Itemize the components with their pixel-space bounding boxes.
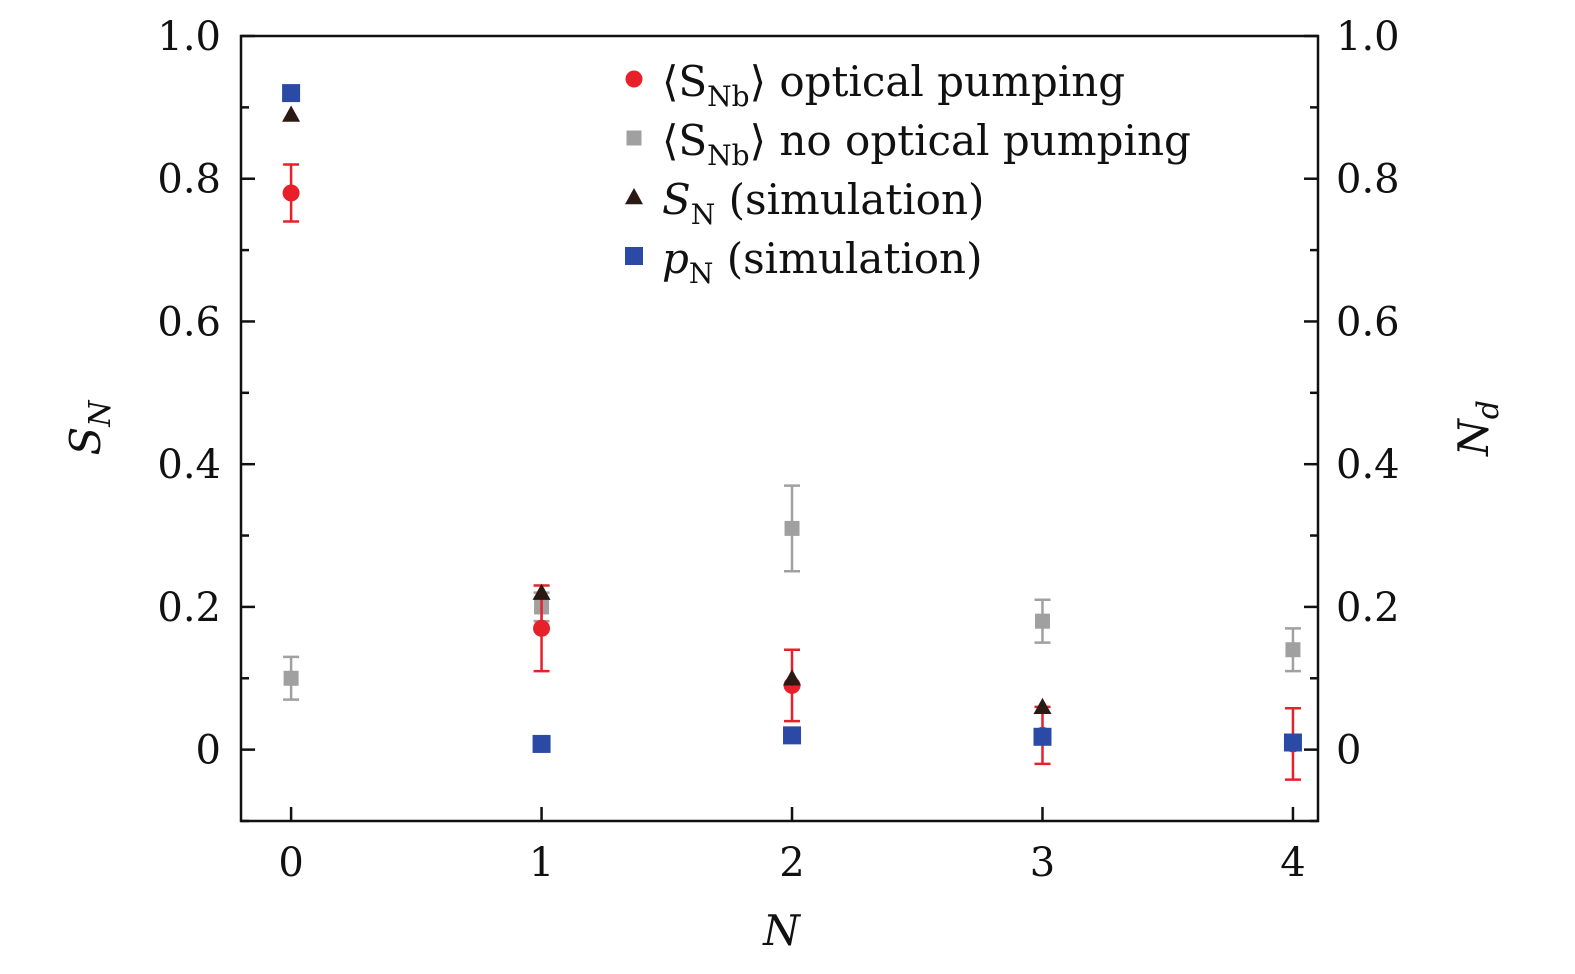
data-point <box>785 521 800 536</box>
legend: ⟨SNb⟩ optical pumping⟨SNb⟩ no optical pu… <box>625 57 1191 290</box>
legend-label: ⟨SNb⟩ optical pumping <box>662 57 1125 113</box>
legend-entry-1: ⟨SNb⟩ no optical pumping <box>627 116 1191 172</box>
legend-label-subscript: N <box>691 198 716 231</box>
legend-marker <box>626 71 643 88</box>
data-point <box>783 726 801 744</box>
x-tick-label: 1 <box>529 840 554 886</box>
y-left-axis-label-subscript: N <box>83 399 118 428</box>
legend-label: ⟨SNb⟩ no optical pumping <box>662 116 1191 172</box>
legend-entry-2: SN (simulation) <box>625 175 984 231</box>
y-right-tick-label: 0.2 <box>1336 585 1400 631</box>
y-left-tick-label: 0.4 <box>157 442 221 488</box>
legend-label-rest: ⟩ no optical pumping <box>750 116 1191 165</box>
legend-label: pN (simulation) <box>662 234 983 290</box>
data-point <box>533 620 550 637</box>
x-tick-label: 4 <box>1280 840 1305 886</box>
y-right-axis-label-main: N <box>1449 418 1498 457</box>
data-point <box>282 106 300 122</box>
data-point <box>284 671 299 686</box>
data-point <box>1285 642 1300 657</box>
legend-label-main: ⟨S <box>662 116 707 165</box>
legend-marker <box>627 131 642 146</box>
y-left-tick-label: 1.0 <box>157 14 221 60</box>
y-left-tick-label: 0.8 <box>157 157 221 203</box>
y-right-tick-label: 1.0 <box>1336 14 1400 60</box>
y-left-tick-label: 0 <box>196 728 221 774</box>
legend-label-rest: (simulation) <box>713 234 982 283</box>
legend-label-main: ⟨S <box>662 57 707 106</box>
data-point <box>282 84 300 102</box>
legend-label-rest: ⟩ optical pumping <box>750 57 1126 106</box>
legend-label-subscript: Nb <box>707 80 749 113</box>
y-right-tick-label: 0.4 <box>1336 442 1400 488</box>
data-point <box>1035 614 1050 629</box>
data-point <box>283 185 300 202</box>
y-right-tick-label: 0 <box>1336 728 1361 774</box>
scatter-chart: 0 1 2 3 40 00.2 0.20.4 0.40.6 0.60.8 0.81.0 1.0NSN… <box>0 0 1575 974</box>
legend-label-subscript: N <box>689 257 714 290</box>
data-point <box>533 735 551 753</box>
data-point <box>1033 728 1051 746</box>
y-left-axis-label: SN <box>61 399 118 456</box>
legend-label-subscript: Nb <box>707 139 749 172</box>
y-left-axis-label-main: S <box>61 427 110 456</box>
legend-entry-3: pN (simulation) <box>625 234 983 290</box>
y-right-tick-label: 0.6 <box>1336 299 1400 345</box>
legend-marker <box>625 188 643 204</box>
x-tick-label: 2 <box>779 840 804 886</box>
x-tick-label: 3 <box>1030 840 1055 886</box>
legend-marker <box>625 247 643 265</box>
x-tick-label: 0 <box>278 840 303 886</box>
legend-entry-0: ⟨SNb⟩ optical pumping <box>626 57 1126 113</box>
y-left-tick-label: 0.2 <box>157 585 221 631</box>
y-right-axis-label-subscript: d <box>1471 400 1506 419</box>
legend-label-main: S <box>662 175 691 224</box>
data-point <box>783 669 801 685</box>
y-right-axis-label: Nd <box>1449 400 1506 457</box>
y-right-tick-label: 0.8 <box>1336 157 1400 203</box>
legend-label: SN (simulation) <box>662 175 984 231</box>
data-point <box>1284 734 1302 752</box>
legend-label-main: p <box>662 234 689 283</box>
y-left-tick-label: 0.6 <box>157 299 221 345</box>
legend-label-rest: (simulation) <box>715 175 984 224</box>
x-axis-label: N <box>762 906 801 955</box>
